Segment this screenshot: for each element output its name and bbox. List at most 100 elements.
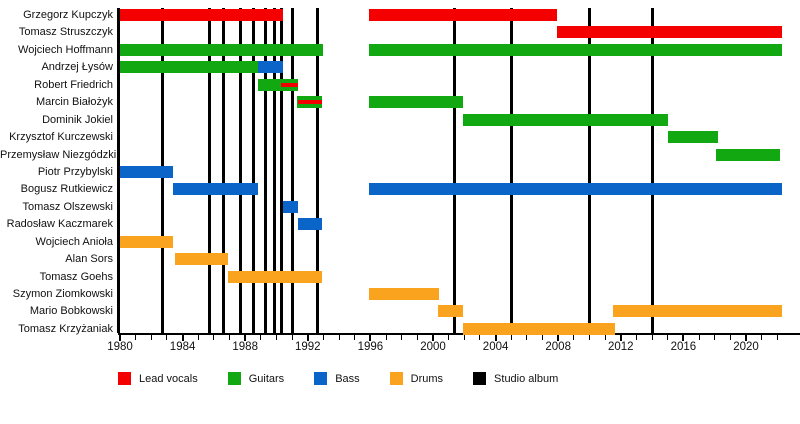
minor-tick bbox=[385, 335, 387, 340]
member-label: Krzysztof Kurczewski bbox=[9, 131, 113, 144]
timeline-bar-guitars bbox=[257, 78, 299, 91]
legend-item-lead_vocals: Lead vocals bbox=[118, 372, 198, 385]
studio-album-line bbox=[264, 8, 268, 333]
member-label: Andrzej Łysów bbox=[41, 61, 113, 74]
major-tick bbox=[181, 335, 184, 341]
minor-tick bbox=[714, 335, 716, 340]
minor-tick bbox=[761, 335, 763, 340]
timeline-bar-bass bbox=[298, 218, 322, 231]
minor-tick bbox=[510, 335, 512, 340]
tick-label: 1988 bbox=[232, 341, 258, 353]
timeline-bar-overlay-lead_vocals bbox=[298, 100, 322, 105]
major-tick bbox=[745, 335, 747, 341]
member-label: Bogusz Rutkiewicz bbox=[20, 183, 113, 196]
timeline-bar-lead_vocals bbox=[556, 26, 782, 39]
minor-tick bbox=[354, 335, 356, 340]
minor-tick bbox=[416, 335, 418, 340]
tick-label: 2012 bbox=[608, 341, 634, 353]
studio-album-line bbox=[509, 8, 513, 333]
timeline-bar-bass bbox=[173, 183, 258, 196]
tick-label: 2004 bbox=[482, 341, 509, 353]
timeline-bar-guitars bbox=[462, 113, 668, 126]
timeline-bar-drums bbox=[227, 270, 322, 283]
minor-tick bbox=[291, 335, 293, 340]
legend-label: Lead vocals bbox=[139, 372, 198, 385]
member-label: Tomasz Krzyżaniak bbox=[18, 322, 113, 335]
minor-tick bbox=[197, 335, 199, 340]
timeline-bar-drums bbox=[612, 305, 782, 318]
member-label: Grzegorz Kupczyk bbox=[23, 9, 113, 21]
tick-label: 2020 bbox=[733, 341, 759, 353]
plot-left-border-line bbox=[117, 8, 120, 333]
timeline-bar-guitars bbox=[368, 96, 463, 109]
studio-album-line bbox=[221, 8, 225, 333]
studio-album-line bbox=[453, 8, 457, 333]
minor-tick bbox=[401, 335, 403, 340]
major-tick bbox=[369, 335, 372, 341]
major-tick bbox=[682, 335, 685, 341]
major-tick bbox=[306, 335, 309, 341]
minor-tick bbox=[338, 335, 340, 340]
minor-tick bbox=[729, 335, 731, 340]
legend-item-bass: Bass bbox=[314, 372, 360, 385]
studio-album-line bbox=[279, 8, 283, 333]
minor-tick bbox=[213, 335, 215, 340]
legend-swatch-studio_album bbox=[473, 372, 487, 385]
legend-label: Studio album bbox=[494, 372, 559, 385]
timeline-bar-drums bbox=[120, 235, 174, 248]
member-label: Wojciech Hoffmann bbox=[18, 43, 113, 56]
x-axis-line bbox=[118, 333, 800, 335]
legend-item-guitars: Guitars bbox=[227, 372, 285, 385]
timeline-bar-drums bbox=[368, 288, 440, 301]
studio-album-line bbox=[207, 8, 211, 333]
studio-album-line bbox=[239, 8, 242, 333]
studio-album-line bbox=[251, 8, 255, 333]
major-tick bbox=[619, 335, 622, 341]
member-label: Tomasz Struszczyk bbox=[18, 26, 113, 39]
timeline-bar-guitars bbox=[368, 43, 782, 56]
legend-swatch-lead_vocals bbox=[118, 372, 131, 385]
plot-area bbox=[117, 8, 782, 335]
minor-tick bbox=[135, 335, 137, 340]
legend-label: Bass bbox=[335, 372, 360, 385]
minor-tick bbox=[479, 335, 481, 340]
legend-label: Guitars bbox=[248, 372, 285, 385]
timeline-bar-lead_vocals bbox=[368, 9, 557, 21]
minor-tick bbox=[526, 335, 528, 340]
x-axis: 1980 1984 1988 1992 1996 2000 2004 2008 2012 2016… bbox=[0, 0, 800, 353]
timeline-bar-guitars bbox=[120, 61, 258, 74]
member-label: Tomasz Olszewski bbox=[22, 200, 113, 213]
studio-album-line bbox=[650, 8, 654, 333]
studio-album-line bbox=[315, 8, 319, 333]
member-names-column: Grzegorz Kupczyk Tomasz Struszczyk Wojciec… bbox=[0, 0, 117, 340]
member-label: Robert Friedrich bbox=[34, 78, 113, 91]
major-tick bbox=[244, 335, 247, 341]
timeline-bar-bass bbox=[282, 200, 299, 213]
major-tick bbox=[494, 335, 497, 341]
tick-label: 2008 bbox=[545, 341, 571, 353]
member-label: Dominik Jokiel bbox=[42, 113, 113, 126]
tick-label: 1992 bbox=[295, 341, 321, 353]
member-label: Alan Sors bbox=[65, 253, 113, 266]
minor-tick bbox=[448, 335, 450, 340]
minor-tick bbox=[276, 335, 277, 340]
member-label: Wojciech Anioła bbox=[35, 235, 113, 248]
member-label: Przemysław Niezgódzki bbox=[0, 148, 117, 161]
timeline-bar-bass bbox=[368, 183, 782, 196]
member-label: Tomasz Goehs bbox=[39, 270, 113, 283]
minor-tick bbox=[604, 335, 606, 340]
member-label: Radosław Kaczmarek bbox=[6, 218, 113, 231]
legend-label: Drums bbox=[410, 372, 444, 385]
tick-label: 1996 bbox=[357, 341, 384, 353]
timeline-bar-drums bbox=[437, 305, 463, 318]
minor-tick bbox=[322, 335, 324, 340]
minor-tick bbox=[573, 335, 575, 340]
legend-swatch-drums bbox=[389, 372, 403, 385]
timeline-bar-guitars bbox=[667, 131, 718, 144]
major-tick bbox=[432, 335, 434, 341]
minor-tick bbox=[229, 335, 231, 340]
timeline-bar-guitars bbox=[120, 43, 324, 56]
member-label: Mario Bobkowski bbox=[29, 305, 113, 318]
minor-tick bbox=[166, 335, 168, 340]
